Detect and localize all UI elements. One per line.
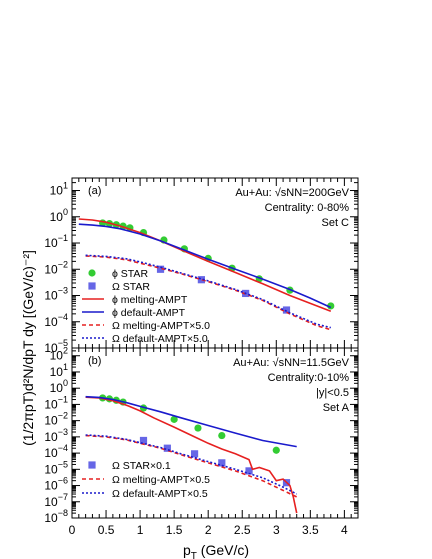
legend-label: ϕ default-AMPT <box>112 307 186 319</box>
annotation-text: Set C <box>321 217 349 229</box>
y-tick-label: 100 <box>50 207 68 224</box>
series-line <box>85 396 298 514</box>
data-point <box>163 444 171 452</box>
data-point <box>139 436 148 445</box>
data-point <box>218 431 226 440</box>
shared-axes: 0 0.5 1 1.5 2 2.5 3 3.5 4 pT (GeV/c) (1/2πpT)d²N/d… <box>20 250 348 559</box>
data-point <box>272 446 280 454</box>
legend-marker <box>88 461 96 469</box>
legend-label: Ω STAR×0.1 <box>112 460 171 472</box>
series-line <box>78 218 332 313</box>
x-tick-label: 2 <box>205 523 212 537</box>
data-point <box>218 459 226 467</box>
x-tick-label: 4 <box>341 523 348 537</box>
series-line <box>85 254 331 329</box>
annotation-text: Centrality:0-10% <box>268 372 350 384</box>
data-point <box>194 424 202 432</box>
x-tick-label: 1.5 <box>166 523 183 537</box>
legend-label: Ω STAR <box>112 281 150 293</box>
series-line <box>78 223 332 309</box>
data-point <box>245 467 253 475</box>
y-tick-label: 10−3 <box>44 286 68 303</box>
annotation-text: Centrality: 0-80% <box>265 202 350 214</box>
data-point <box>282 306 291 314</box>
panel-a: 10−5 10−4 10−3 10−2 10−1 100 101 (a) Au+Au: √sNN… <box>44 177 359 355</box>
legend-label: ϕ melting-AMPT <box>112 294 188 306</box>
legend-marker <box>88 269 96 277</box>
data-point <box>190 450 199 458</box>
x-tick-label: 3 <box>273 523 280 537</box>
y-tick-label: 10−4 <box>44 443 68 460</box>
data-point <box>156 265 165 273</box>
x-axis-title: pT (GeV/c) <box>183 542 249 559</box>
series-line <box>85 434 298 495</box>
legend-label: ϕ STAR <box>112 268 148 280</box>
y-tick-label: 10−7 <box>44 492 68 509</box>
y-tick-label: 10−6 <box>44 476 68 493</box>
panel-label: (b) <box>88 355 101 367</box>
y-axis-title: (1/2πpT)d²N/dpT dy [(GeV/c)⁻²] <box>20 250 36 446</box>
y-tick-label: 10−3 <box>44 427 68 444</box>
x-tick-label: 2.5 <box>234 523 251 537</box>
y-tick-label: 10−1 <box>44 394 68 411</box>
legend-label: Ω default-AMPT×5.0 <box>112 333 208 345</box>
x-tick-label: 0.5 <box>98 523 115 537</box>
series-line <box>85 255 332 331</box>
y-tick-label: 10−2 <box>44 259 68 276</box>
x-tick-label: 1 <box>137 523 144 537</box>
y-tick-label: 100 <box>50 378 68 395</box>
y-tick-label: 10−4 <box>44 312 68 329</box>
y-tick-label: 10−5 <box>44 459 68 476</box>
y-tick-label: 102 <box>50 346 68 363</box>
data-point <box>197 276 205 284</box>
annotation-text: Au+Au: √sNN=200GeV <box>235 187 349 199</box>
legend-label: Ω melting-AMPT×5.0 <box>112 320 210 332</box>
y-tick-label: 101 <box>50 362 68 379</box>
annotation-text: |y|<0.5 <box>316 387 349 399</box>
x-tick-label: 0 <box>69 523 76 537</box>
x-tick-label: 3.5 <box>302 523 319 537</box>
legend-marker <box>88 282 96 290</box>
legend-label: Ω melting-AMPT×0.5 <box>112 474 210 486</box>
annotation-text: Set A <box>323 402 350 414</box>
y-tick-label: 10−1 <box>44 233 68 250</box>
panel-label: (a) <box>88 185 101 197</box>
panel-b: 10−810−710−610−510−410−310−210−110010110… <box>44 346 359 525</box>
series-line <box>85 434 298 498</box>
series-line <box>85 395 297 448</box>
y-tick-label: 101 <box>50 181 68 198</box>
annotation-text: Au+Au: √sNN=11.5GeV <box>233 357 350 369</box>
y-tick-label: 10−2 <box>44 411 68 428</box>
data-point <box>170 415 178 423</box>
y-tick-label: 10−5 <box>44 338 68 355</box>
legend-label: Ω default-AMPT×0.5 <box>112 488 208 500</box>
data-point <box>327 302 335 310</box>
y-tick-label: 10−8 <box>44 508 68 525</box>
